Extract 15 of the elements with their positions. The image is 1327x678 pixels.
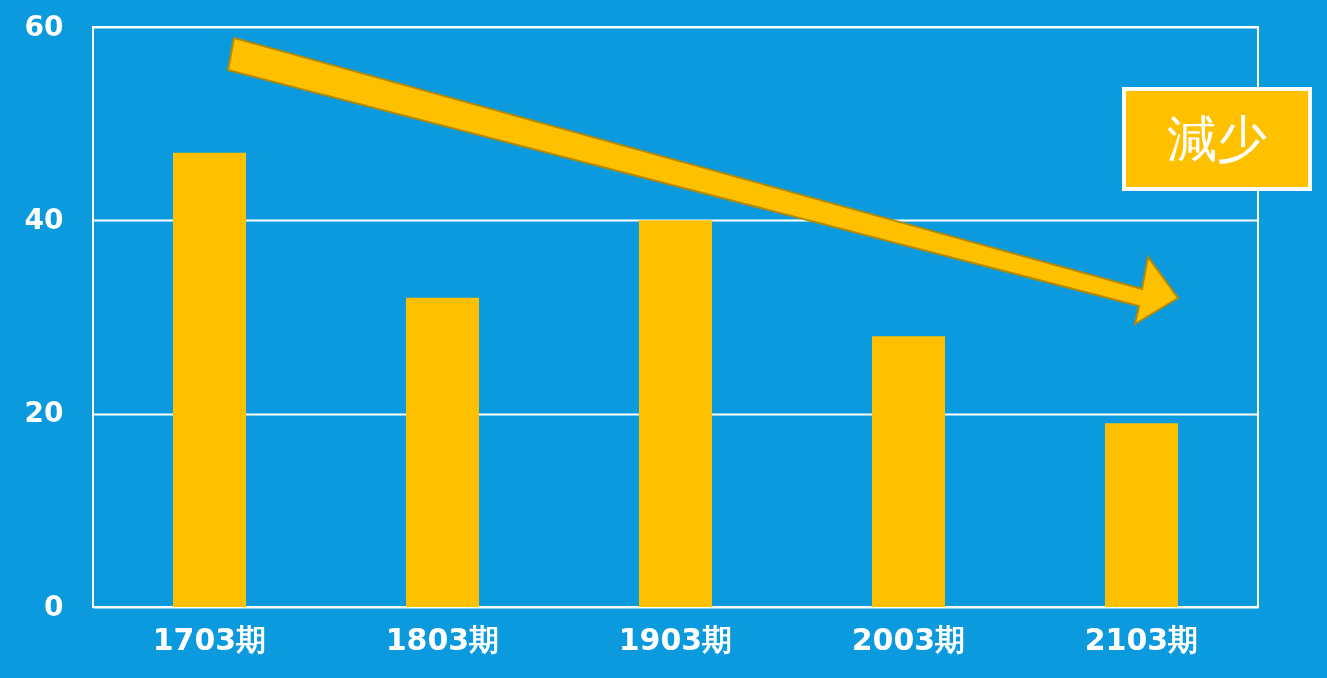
y-tick-label: 60 xyxy=(24,9,64,43)
y-tick-label: 40 xyxy=(24,202,64,236)
bar xyxy=(1105,423,1178,607)
bar xyxy=(872,336,945,607)
annotation: 減少 xyxy=(1122,87,1312,191)
x-tick-label: 2103期 xyxy=(1084,621,1199,657)
x-tick-label: 1903期 xyxy=(618,621,733,657)
bar xyxy=(173,152,246,607)
y-tick-label: 20 xyxy=(24,396,64,430)
x-tick-label: 2003期 xyxy=(851,621,966,657)
y-tick-label: 0 xyxy=(44,589,64,623)
bar xyxy=(406,297,479,607)
x-tick-label: 1803期 xyxy=(385,621,500,657)
bar xyxy=(639,220,712,607)
x-tick-label: 1703期 xyxy=(152,621,267,657)
